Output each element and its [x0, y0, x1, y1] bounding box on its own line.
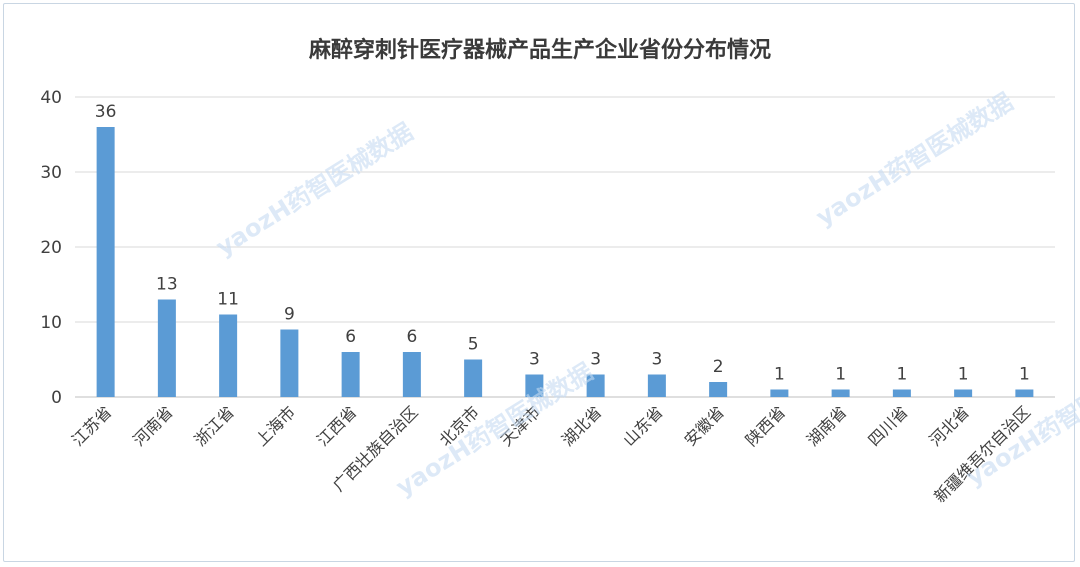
category-label: 四川省 [864, 402, 911, 449]
category-label: 天津市 [497, 402, 544, 449]
y-tick-label: 10 [40, 313, 62, 333]
data-label: 5 [468, 335, 479, 355]
data-label: 3 [651, 350, 662, 370]
bar [770, 389, 789, 397]
category-label: 北京市 [436, 402, 483, 449]
data-label: 36 [95, 102, 117, 122]
bar [96, 127, 115, 397]
bar [586, 374, 605, 397]
category-label: 安徽省 [681, 402, 728, 449]
bar [464, 359, 483, 397]
category-label: 河北省 [926, 402, 973, 449]
category-label: 陕西省 [742, 402, 789, 449]
bar [954, 389, 973, 397]
data-label: 3 [529, 350, 540, 370]
data-label: 1 [958, 365, 969, 385]
category-label: 山东省 [619, 402, 666, 449]
y-tick-label: 20 [40, 238, 62, 258]
data-label: 1 [774, 365, 785, 385]
bar [709, 382, 728, 397]
data-label: 6 [345, 327, 356, 347]
category-label: 江西省 [313, 402, 360, 449]
chart-title: 麻醉穿刺针医疗器械产品生产企业省份分布情况 [308, 38, 771, 63]
bar [341, 352, 360, 397]
category-label: 江苏省 [68, 402, 115, 449]
bar [157, 299, 176, 397]
chart-frame [3, 3, 1075, 562]
category-label: 河南省 [129, 402, 176, 449]
bar [525, 374, 544, 397]
bar [647, 374, 666, 397]
y-tick-label: 0 [51, 388, 62, 408]
category-label: 浙江省 [191, 402, 238, 449]
category-label: 湖南省 [803, 402, 850, 449]
y-tick-label: 40 [40, 88, 62, 108]
data-label: 1 [896, 365, 907, 385]
bar [280, 329, 299, 397]
category-label: 湖北省 [558, 402, 605, 449]
bar [892, 389, 911, 397]
data-label: 1 [1019, 365, 1030, 385]
data-label: 3 [590, 350, 601, 370]
data-label: 1 [835, 365, 846, 385]
bar [402, 352, 421, 397]
y-tick-label: 30 [40, 163, 62, 183]
data-label: 11 [217, 290, 239, 310]
bar [1015, 389, 1034, 397]
category-label: 上海市 [252, 402, 299, 449]
data-label: 13 [156, 275, 178, 295]
bar [219, 314, 238, 397]
bar [831, 389, 850, 397]
data-label: 2 [713, 357, 724, 377]
data-label: 9 [284, 305, 295, 325]
data-label: 6 [406, 327, 417, 347]
